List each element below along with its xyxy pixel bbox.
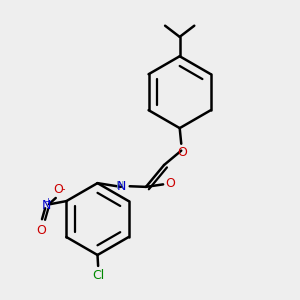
Text: O: O [53, 183, 63, 196]
Text: O: O [36, 224, 46, 237]
Text: N: N [117, 180, 127, 193]
Text: -: - [62, 184, 65, 194]
Text: O: O [166, 177, 176, 190]
Text: +: + [44, 197, 51, 206]
Text: H: H [116, 181, 124, 191]
Text: O: O [177, 146, 187, 159]
Text: N: N [42, 199, 51, 212]
Text: Cl: Cl [92, 269, 104, 282]
